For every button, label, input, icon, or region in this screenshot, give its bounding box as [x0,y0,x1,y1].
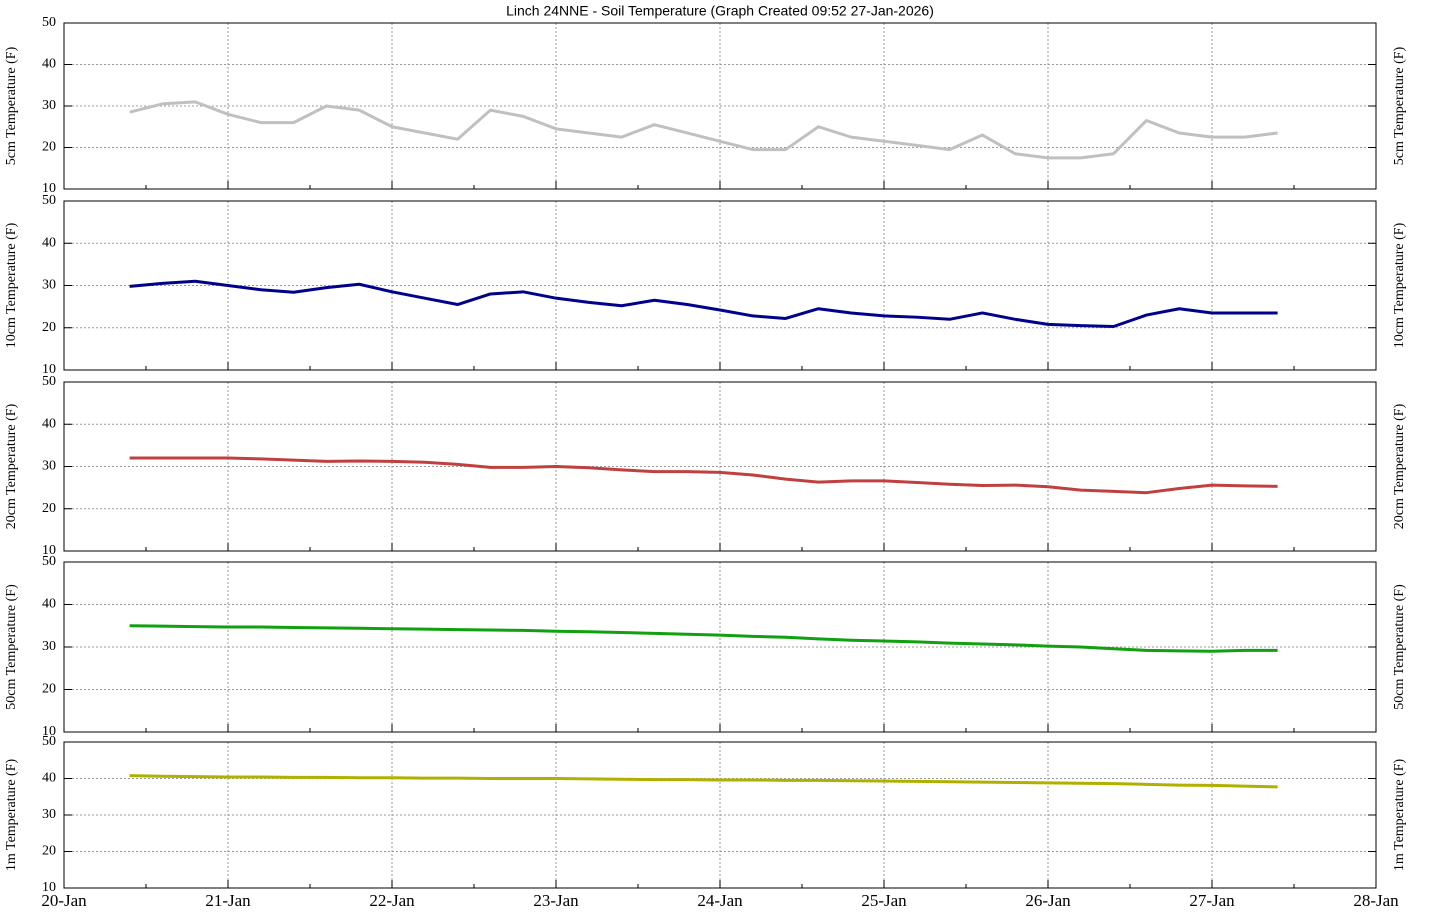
y-tick-label: 40 [42,235,56,250]
y-tick-label: 30 [42,278,56,293]
y-axis-label: 20cm Temperature (F) [4,403,19,529]
y2-axis-label: 20cm Temperature (F) [1392,403,1407,529]
x-tick-label: 26-Jan [1025,891,1071,910]
y-tick-label: 30 [42,639,56,654]
y-tick-label: 20 [42,140,56,155]
y-tick-label: 50 [42,193,56,208]
y-axis-label: 1m Temperature (F) [4,759,19,872]
y2-axis-label: 5cm Temperature (F) [1392,46,1407,165]
y-tick-label: 10 [42,543,56,558]
y-axis-label: 10cm Temperature (F) [4,222,19,348]
y-tick-label: 10 [42,181,56,196]
plot-frame [63,561,1377,733]
x-tick-label: 23-Jan [533,891,579,910]
y-tick-label: 40 [42,416,56,431]
plot-frame [63,741,1377,889]
x-tick-label: 27-Jan [1189,891,1235,910]
plot-frame [63,22,1377,190]
y-tick-label: 20 [42,682,56,697]
plot-frame [63,381,1377,552]
data-line [129,100,1278,160]
y-tick-label: 40 [42,771,56,786]
y-tick-label: 50 [42,554,56,569]
y-tick-label: 50 [42,15,56,30]
data-line [129,279,1278,328]
x-tick-label: 24-Jan [697,891,743,910]
y-tick-label: 30 [42,807,56,822]
y-tick-label: 10 [42,724,56,739]
y-tick-label: 20 [42,320,56,335]
y-tick-label: 40 [42,597,56,612]
x-tick-label: 28-Jan [1353,891,1399,910]
y-axis-label: 50cm Temperature (F) [4,584,19,710]
data-line [129,456,1278,495]
data-line [129,624,1278,653]
y-tick-label: 30 [42,459,56,474]
y-tick-label: 50 [42,374,56,389]
x-tick-label: 21-Jan [205,891,251,910]
data-line [129,774,1278,789]
y2-axis-label: 10cm Temperature (F) [1392,222,1407,348]
x-tick-label: 20-Jan [41,891,87,910]
y-tick-label: 30 [42,98,56,113]
y2-axis-label: 1m Temperature (F) [1392,759,1407,872]
x-tick-label: 25-Jan [861,891,907,910]
y-tick-label: 20 [42,844,56,859]
y-tick-label: 50 [42,734,56,749]
y-tick-label: 10 [42,880,56,895]
y-axis-label: 5cm Temperature (F) [4,46,19,165]
plot-frame [63,200,1377,371]
y-tick-label: 10 [42,362,56,377]
chart-title: Linch 24NNE - Soil Temperature (Graph Cr… [506,3,934,19]
y2-axis-label: 50cm Temperature (F) [1392,584,1407,710]
y-tick-label: 40 [42,57,56,72]
x-tick-label: 22-Jan [369,891,415,910]
y-tick-label: 20 [42,501,56,516]
